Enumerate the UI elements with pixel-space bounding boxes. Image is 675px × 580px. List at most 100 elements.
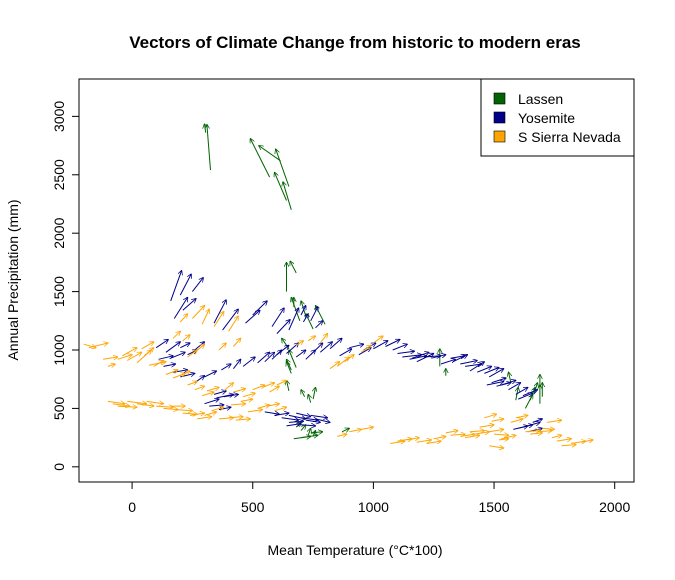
vector-arrow — [329, 362, 340, 370]
vector-arrow — [233, 338, 240, 347]
x-tick-label: 2000 — [599, 499, 630, 515]
vector-arrow — [509, 372, 511, 383]
vector-arrow — [117, 406, 137, 407]
vector-arrow — [319, 334, 327, 344]
vector-arrow — [156, 406, 173, 407]
vector-arrow — [426, 441, 442, 443]
vector-arrow — [515, 415, 528, 417]
vector-arrow — [180, 343, 190, 349]
vector-arrow — [264, 412, 280, 414]
vector-arrow — [530, 433, 542, 434]
x-tick-label: 1000 — [358, 499, 389, 515]
vector-arrow — [319, 342, 332, 353]
legend-label-s-sierra-nevada: S Sierra Nevada — [518, 129, 621, 145]
chart-title: Vectors of Climate Change from historic … — [129, 33, 581, 52]
vector-arrow — [300, 435, 318, 437]
vector-arrow — [274, 407, 287, 412]
vector-arrow — [182, 299, 196, 311]
vector-arrow — [310, 415, 328, 417]
vector-arrow — [477, 366, 491, 373]
vector-arrow — [252, 301, 268, 316]
vector-arrow — [465, 435, 480, 437]
vector-arrow — [163, 364, 176, 366]
vector-arrow — [286, 424, 302, 426]
vector-arrow — [308, 394, 311, 403]
vector-arrow — [498, 439, 509, 440]
vector-arrow — [460, 361, 477, 365]
vector-arrow — [88, 343, 108, 349]
vector-arrow — [158, 356, 174, 360]
vector-arrow — [103, 357, 118, 359]
vector-arrow — [197, 417, 212, 419]
vector-arrow — [146, 401, 164, 403]
legend-label-lassen: Lassen — [518, 91, 563, 107]
vector-arrow — [173, 297, 187, 319]
vector-arrow — [300, 306, 306, 316]
vector-arrow — [182, 335, 190, 342]
vector-arrow — [107, 401, 125, 403]
vector-arrow — [204, 371, 217, 378]
vector-arrow — [83, 343, 96, 348]
vector-arrow — [282, 338, 290, 350]
legend-label-yosemite: Yosemite — [518, 110, 575, 126]
vector-arrow — [269, 386, 280, 393]
vector-arrow — [479, 425, 494, 427]
y-tick-label: 2000 — [51, 217, 67, 248]
vector-arrow — [189, 413, 205, 415]
vector-arrow — [440, 359, 455, 365]
vector-arrow — [537, 431, 553, 432]
vector-arrow — [488, 369, 504, 378]
vector-arrow — [275, 172, 287, 201]
vector-arrow — [170, 352, 186, 359]
vector-arrow — [180, 371, 190, 377]
vector-arrow — [493, 434, 509, 435]
vector-arrow — [484, 414, 496, 419]
vector-arrow — [469, 431, 485, 432]
vector-arrow — [143, 348, 154, 357]
y-tick-label: 1500 — [51, 276, 67, 307]
vector-arrow — [233, 389, 245, 393]
vector-arrow — [223, 394, 239, 396]
vector-arrow — [361, 345, 371, 353]
vector-arrow — [307, 336, 315, 342]
x-tick-label: 0 — [128, 499, 136, 515]
vector-arrow — [489, 446, 504, 448]
vector-arrow — [302, 314, 308, 323]
vector-arrow — [290, 261, 297, 274]
x-axis: 0 500 1000 1500 2000 — [128, 481, 630, 515]
vector-arrow — [165, 342, 180, 353]
vector-arrow — [117, 355, 133, 360]
vector-arrow — [525, 431, 540, 432]
vector-arrow — [179, 274, 191, 296]
vector-arrow — [556, 439, 572, 441]
vector-arrow — [223, 383, 234, 392]
vector-arrow — [194, 386, 205, 391]
vector-arrow — [107, 364, 115, 366]
series-yosemite — [155, 271, 543, 433]
vector-arrow — [532, 419, 543, 423]
vector-arrow — [310, 307, 318, 322]
vector-arrow — [315, 418, 331, 423]
vector-arrow — [361, 427, 373, 429]
vector-arrow — [336, 357, 349, 367]
vector-arrow — [222, 309, 239, 331]
vector-arrow — [561, 445, 577, 446]
vector-arrow — [213, 391, 226, 395]
y-tick-label: 2500 — [51, 159, 67, 190]
y-tick-label: 1000 — [51, 334, 67, 365]
vector-arrow — [310, 432, 323, 433]
vector-arrow — [228, 417, 244, 418]
vector-arrow — [450, 434, 466, 435]
vector-arrow — [209, 405, 224, 406]
vector-arrow — [175, 410, 193, 411]
vector-arrow — [385, 340, 400, 347]
vector-arrow — [221, 364, 231, 371]
vector-arrow — [250, 139, 271, 178]
vector-arrow — [501, 380, 516, 386]
vector-arrow — [276, 345, 289, 356]
vector-arrow — [416, 440, 432, 442]
vector-arrow — [267, 404, 279, 406]
vector-arrow — [522, 390, 538, 397]
vector-arrow — [192, 306, 204, 319]
